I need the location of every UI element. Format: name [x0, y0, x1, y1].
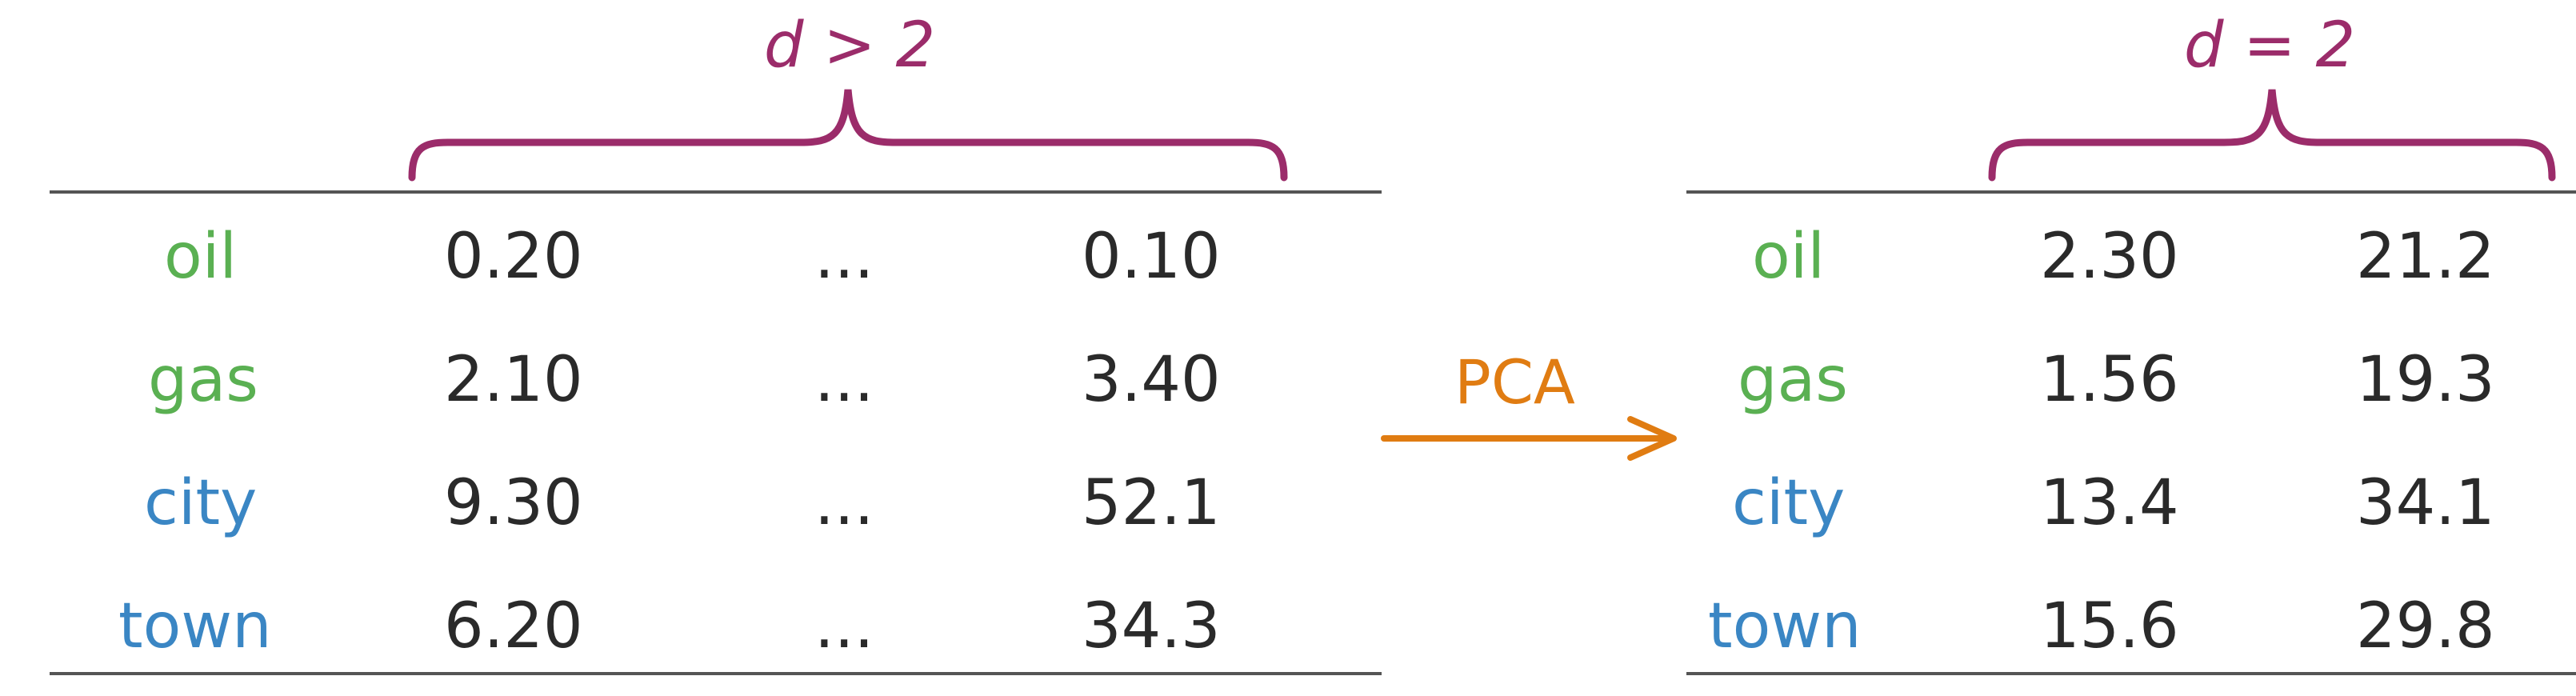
left-ellipsis: ...	[814, 467, 874, 539]
right-value: 29.8	[2356, 590, 2495, 662]
left-table-bottom-rule	[50, 672, 1382, 675]
left-value: 3.40	[1082, 344, 1221, 416]
left-word-oil: oil	[164, 221, 238, 293]
right-value: 1.56	[2040, 344, 2179, 416]
left-word-gas: gas	[148, 344, 258, 416]
right-table-bottom-rule	[1686, 672, 2576, 675]
right-word-city: city	[1732, 467, 1846, 539]
left-value: 34.3	[1082, 590, 1221, 662]
right-value: 2.30	[2040, 221, 2179, 293]
left-word-town: town	[118, 590, 272, 662]
left-value: 0.20	[444, 221, 583, 293]
left-table-top-rule	[50, 190, 1382, 194]
right-word-gas: gas	[1738, 344, 1848, 416]
right-value: 34.1	[2356, 467, 2495, 539]
left-value: 9.30	[444, 467, 583, 539]
left-dimension-label: d > 2	[764, 10, 936, 82]
right-value: 19.3	[2356, 344, 2495, 416]
left-value: 52.1	[1082, 467, 1221, 539]
right-table-top-rule	[1686, 190, 2576, 194]
right-value: 13.4	[2040, 467, 2179, 539]
left-ellipsis: ...	[814, 221, 874, 293]
left-word-city: city	[144, 467, 258, 539]
right-word-oil: oil	[1752, 221, 1826, 293]
left-value: 0.10	[1082, 221, 1221, 293]
right-value: 15.6	[2040, 590, 2179, 662]
right-dimension-label: d = 2	[2184, 10, 2356, 82]
left-value: 2.10	[444, 344, 583, 416]
left-ellipsis: ...	[814, 344, 874, 416]
right-arrow-icon	[1381, 416, 1677, 461]
right-value: 21.2	[2356, 221, 2495, 293]
pca-label: PCA	[1454, 346, 1575, 418]
left-ellipsis: ...	[814, 590, 874, 662]
left-value: 6.20	[444, 590, 583, 662]
right-word-town: town	[1708, 590, 1862, 662]
